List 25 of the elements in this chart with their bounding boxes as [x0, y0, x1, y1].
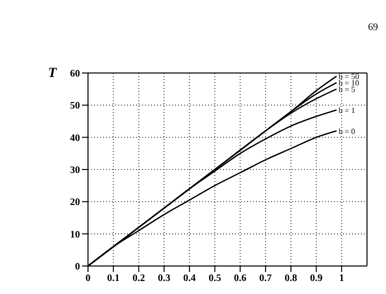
x-tick-label: 0.5: [208, 273, 222, 284]
x-tick-label: 0.6: [234, 273, 246, 284]
y-tick-label: 50: [70, 100, 80, 112]
x-tick-label: 0.2: [132, 273, 145, 284]
y-tick-label: 0: [75, 262, 80, 273]
y-tick-label: 40: [70, 132, 80, 144]
x-tick-label: 0.8: [284, 273, 298, 284]
x-tick-label: 1: [339, 273, 344, 284]
y-tick-label: 20: [70, 197, 80, 208]
x-tick-label: 0.7: [259, 273, 272, 284]
x-tick-label: 0.1: [107, 273, 120, 284]
series-label: b = 50: [338, 72, 360, 82]
x-tick-label: 0: [86, 273, 90, 284]
y-axis-title: T: [48, 66, 57, 82]
y-tick-label: 60: [70, 68, 80, 80]
x-tick-label: 0.4: [183, 273, 196, 284]
text: 69: [368, 22, 378, 33]
x-tick-label: 0.9: [310, 273, 323, 284]
series-label: b = 0: [338, 126, 356, 136]
y-tick-label: 10: [70, 229, 80, 240]
series-label: b = 1: [338, 106, 356, 115]
x-tick-label: 0.3: [158, 273, 170, 284]
y-tick-label: 30: [70, 165, 80, 176]
series-label: b = 5: [338, 85, 356, 94]
series-label: b = 10: [338, 78, 360, 88]
